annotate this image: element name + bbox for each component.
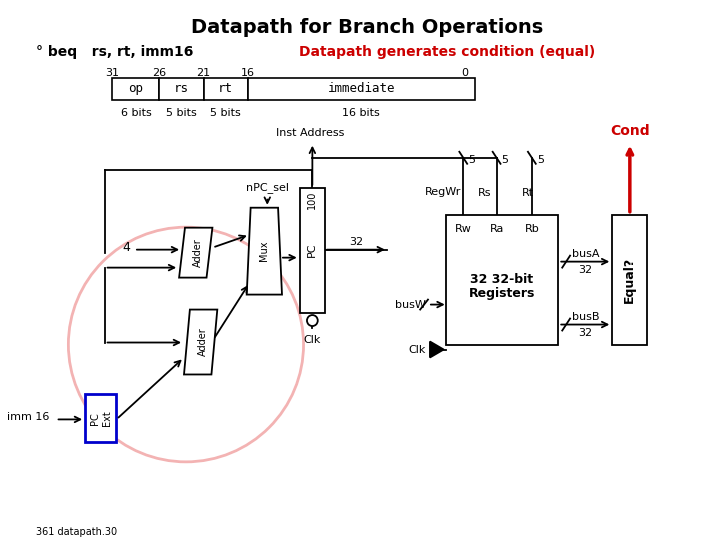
Bar [204, 78, 248, 100]
Text: 16: 16 [240, 68, 255, 78]
Text: Equal?: Equal? [624, 256, 636, 303]
Text: Adder: Adder [197, 328, 207, 356]
Polygon shape [430, 341, 444, 357]
Text: 361 datapath.30: 361 datapath.30 [36, 527, 117, 537]
Text: PC: PC [307, 243, 318, 258]
Text: 4: 4 [122, 241, 130, 254]
Text: ° beq   rs, rt, imm16: ° beq rs, rt, imm16 [36, 45, 194, 59]
Text: 5: 5 [502, 155, 508, 165]
Text: 5 bits: 5 bits [210, 108, 241, 118]
Text: busB: busB [572, 312, 599, 321]
Bar [112, 78, 160, 100]
Text: busA: busA [572, 248, 599, 259]
Text: Datapath for Branch Operations: Datapath for Branch Operations [191, 18, 544, 37]
Bar [248, 78, 475, 100]
Text: Mux: Mux [259, 241, 269, 261]
Text: 100: 100 [307, 191, 318, 209]
Bar [85, 394, 117, 442]
Text: Adder: Adder [193, 238, 203, 267]
Text: 5 bits: 5 bits [166, 108, 197, 118]
Text: 32: 32 [578, 328, 593, 338]
Text: 32 32-bit: 32 32-bit [470, 273, 534, 286]
Text: 26: 26 [153, 68, 166, 78]
Text: 5: 5 [536, 155, 544, 165]
Text: rs: rs [174, 83, 189, 96]
Text: 16 bits: 16 bits [343, 108, 380, 118]
Text: Clk: Clk [304, 334, 321, 345]
Text: Registers: Registers [469, 287, 535, 300]
Text: Rw: Rw [455, 224, 472, 234]
Text: nPC_sel: nPC_sel [246, 182, 289, 193]
Text: Rt: Rt [522, 188, 534, 198]
Bar [612, 215, 647, 345]
Circle shape [307, 315, 318, 326]
Text: Clk: Clk [409, 345, 426, 354]
Text: Datapath generates condition (equal): Datapath generates condition (equal) [299, 45, 595, 59]
Text: Rb: Rb [524, 224, 539, 234]
Bar [446, 215, 558, 345]
Bar [300, 188, 325, 313]
Text: 0: 0 [462, 68, 469, 78]
Text: Cond: Cond [610, 124, 649, 138]
Bar [160, 78, 204, 100]
Text: 32: 32 [578, 265, 593, 275]
Text: 31: 31 [105, 68, 120, 78]
Text: Inst Address: Inst Address [276, 128, 345, 138]
Text: Ra: Ra [490, 224, 504, 234]
Text: 21: 21 [197, 68, 211, 78]
Text: 32: 32 [349, 237, 363, 247]
Polygon shape [247, 208, 282, 295]
Text: RegWr: RegWr [425, 187, 462, 197]
Text: 6 bits: 6 bits [121, 108, 151, 118]
Polygon shape [184, 309, 217, 374]
Text: PC
Ext: PC Ext [90, 410, 112, 426]
Text: rt: rt [218, 83, 233, 96]
Text: busW: busW [395, 300, 426, 309]
Polygon shape [179, 228, 212, 278]
Text: Rs: Rs [478, 188, 492, 198]
Text: immediate: immediate [328, 83, 395, 96]
Text: op: op [128, 83, 143, 96]
Text: 5: 5 [468, 155, 475, 165]
Text: imm 16: imm 16 [7, 413, 50, 422]
